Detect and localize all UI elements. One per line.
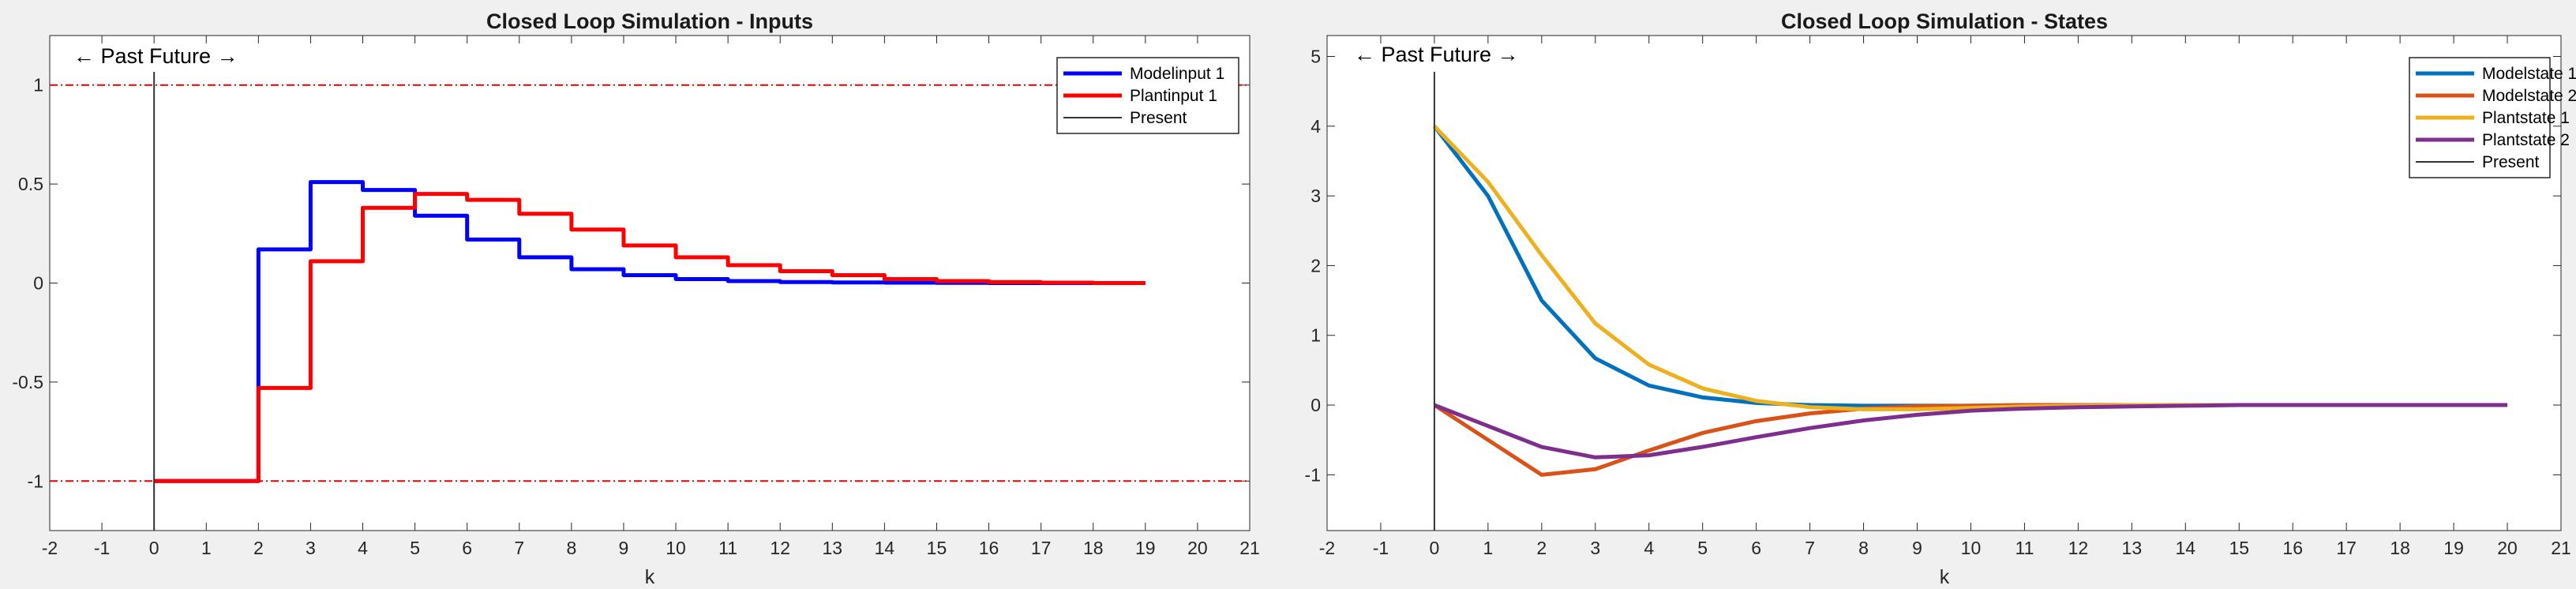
x-tick-label: 11 [2015, 538, 2034, 558]
y-tick-label: 5 [1310, 46, 1321, 66]
x-tick-label: 9 [1912, 538, 1922, 558]
legend-entry: Modelstate 2 [2482, 87, 2576, 105]
x-tick-label: 15 [927, 538, 947, 558]
x-tick-label: 0 [149, 538, 159, 558]
y-tick-label: 2 [1310, 255, 1321, 276]
x-tick-label: 0 [1430, 538, 1440, 558]
x-tick-label: 4 [358, 538, 368, 558]
legend-entry: Modelinput 1 [1130, 65, 1224, 83]
x-tick-label: 7 [1805, 538, 1815, 558]
legend-entry: Present [1130, 109, 1187, 127]
y-tick-label: 4 [1310, 116, 1321, 137]
x-tick-label: 5 [1697, 538, 1708, 558]
legend: Modelstate 1 Modelstate 2 Plantstate 1 Plan… [2409, 57, 2576, 178]
series-line-plantstate-2 [1434, 403, 2508, 460]
x-tick-label: 19 [1135, 538, 1156, 558]
x-tick-label: 6 [1751, 538, 1761, 558]
x-tick-label: 17 [2336, 538, 2357, 558]
y-tick-label: 0.5 [18, 174, 43, 194]
chart-title: Closed Loop Simulation - Inputs [486, 9, 813, 33]
inputs-chart: Closed Loop Simulation - Inputs -2 -1 0 1 2 3… [12, 9, 1259, 588]
x-tick-label: -2 [42, 538, 58, 558]
series-line-plantinput-1 [154, 192, 1146, 483]
x-tick-label: 10 [1961, 538, 1982, 558]
x-tick-label: -1 [94, 538, 110, 558]
x-tick-label: -1 [1373, 538, 1389, 558]
x-tick-label: -2 [1319, 538, 1335, 558]
y-tick-label: 0 [33, 273, 43, 294]
past-future-annotation: ← Past Future → [1354, 43, 1519, 66]
x-tick-label: 18 [2390, 538, 2410, 558]
x-tick-label: 5 [410, 538, 420, 558]
y-tick-label: -1 [1305, 464, 1321, 485]
x-tick-label: 20 [1187, 538, 1208, 558]
x-tick-label: 6 [462, 538, 472, 558]
y-tick-label: 0 [1310, 395, 1321, 415]
x-tick-label: 15 [2229, 538, 2249, 558]
x-tick-label: 17 [1031, 538, 1052, 558]
x-tick-label: 11 [718, 538, 737, 558]
states-chart: Closed Loop Simulation - States -2 -1 0 1 2 3… [1305, 9, 2576, 588]
x-tick-label: 3 [1590, 538, 1600, 558]
x-tick-label: 9 [619, 538, 629, 558]
x-tick-label: 13 [2122, 538, 2143, 558]
chart-title: Closed Loop Simulation - States [1781, 9, 2108, 33]
x-tick-label: 1 [1483, 538, 1493, 558]
x-tick-label: 21 [1239, 538, 1260, 558]
legend: Modelinput 1 Plantinput 1 Present [1056, 57, 1239, 134]
x-tick-label: 18 [1083, 538, 1104, 558]
y-tick-label: -1 [28, 471, 43, 491]
x-tick-label: 7 [514, 538, 524, 558]
x-tick-label: 10 [666, 538, 686, 558]
x-tick-label: 13 [823, 538, 843, 558]
legend-entry: Plantinput 1 [1130, 87, 1217, 105]
y-tick-label: 1 [1310, 325, 1321, 346]
legend-entry: Plantstate 2 [2482, 131, 2570, 149]
x-tick-label: 2 [253, 538, 264, 558]
y-tick-label: 3 [1310, 186, 1321, 206]
x-tick-label: 1 [201, 538, 212, 558]
x-axis-label: k [1940, 566, 1950, 588]
x-tick-label: 20 [2497, 538, 2518, 558]
x-tick-label: 16 [979, 538, 999, 558]
x-tick-label: 8 [566, 538, 576, 558]
x-tick-label: 12 [770, 538, 790, 558]
legend-entry: Present [2482, 153, 2540, 171]
y-tick-label: 1 [33, 75, 43, 96]
past-future-annotation: ← Past Future → [73, 44, 238, 68]
x-tick-label: 4 [1644, 538, 1654, 558]
x-tick-label: 8 [1858, 538, 1869, 558]
x-tick-label: 19 [2443, 538, 2464, 558]
x-axis-label: k [645, 566, 655, 588]
x-tick-label: 16 [2282, 538, 2303, 558]
legend-entry: Plantstate 1 [2482, 109, 2570, 127]
x-tick-label: 12 [2068, 538, 2089, 558]
legend-entry: Modelstate 1 [2482, 65, 2576, 83]
x-tick-label: 21 [2551, 538, 2571, 558]
x-tick-label: 2 [1536, 538, 1547, 558]
x-tick-label: 3 [306, 538, 316, 558]
y-tick-label: -0.5 [12, 372, 43, 392]
x-tick-label: 14 [2176, 538, 2196, 558]
x-tick-label: 14 [875, 538, 895, 558]
